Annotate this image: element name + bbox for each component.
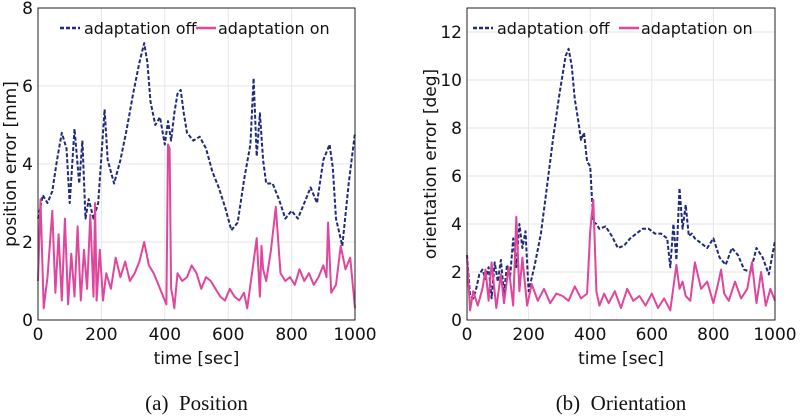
chart-panel-1: 0 200 400 600 800 1000 0 2 4 6 8 adaptation off adap… [1,0,377,415]
x-tick-label: 200 [85,325,117,345]
plot-frame [466,7,776,321]
x-axis-label: time [sec] [578,349,664,369]
legend-label: adaptation off [497,19,611,38]
x-tick-label: 400 [149,325,181,345]
y-axis-label: orientation error [deg] [421,69,441,259]
plot-frame [37,7,356,321]
chart-panel-2: 0 200 400 600 800 1000 0 2 4 6 8 10 12 adaptation off… [421,7,797,415]
x-axis-label: time [sec] [154,349,240,369]
x-tick-label: 400 [574,325,606,345]
y-tick-label: 8 [22,0,33,19]
y-tick-label: 2 [22,233,33,253]
y-tick-label: 4 [22,155,33,175]
x-tick-label: 0 [462,325,473,345]
y-tick-label: 0 [451,311,462,331]
series-line-adaptation-on [466,199,776,312]
legend-label: adaptation on [218,19,330,38]
x-tick-label: 200 [512,325,544,345]
x-tick-label: 600 [636,325,668,345]
y-tick-label: 6 [22,77,33,97]
x-tick-label: 0 [33,325,44,345]
series-line-adaptation-off [37,42,356,247]
x-tick-label: 1000 [333,325,376,345]
y-tick-label: 8 [451,119,462,139]
y-tick-label: 4 [451,215,462,235]
series-line-adaptation-off [466,47,776,300]
legend-label: adaptation on [641,19,753,38]
figure-caption: (a) Position [145,391,248,415]
y-tick-label: 6 [451,167,462,187]
y-tick-label: 2 [451,263,462,283]
plot-area [467,8,775,320]
y-axis-label: position error [mm] [1,81,21,247]
x-tick-label: 600 [212,325,244,345]
legend-label: adaptation off [84,19,198,38]
x-tick-label: 800 [697,325,729,345]
series-line-adaptation-on [37,143,356,310]
y-tick-label: 12 [440,23,462,43]
figure-caption: (b) Orientation [556,391,687,415]
y-tick-label: 0 [22,311,33,331]
y-tick-label: 10 [440,71,462,91]
x-tick-label: 1000 [753,325,796,345]
x-tick-label: 800 [275,325,307,345]
